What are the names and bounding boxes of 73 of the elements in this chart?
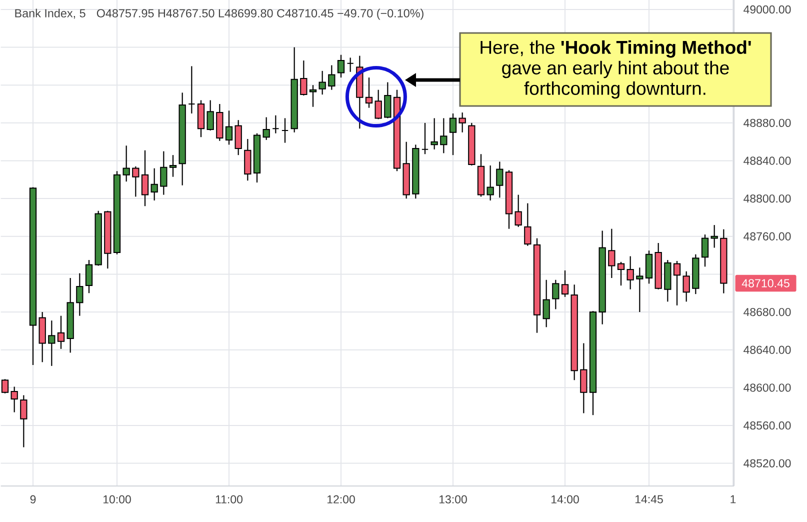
candlestick (188, 66, 196, 114)
text: 48710.45 (742, 279, 790, 288)
candlestick (449, 112, 457, 156)
candlestick (206, 100, 214, 132)
candlestick (337, 54, 345, 78)
candlestick (645, 250, 653, 284)
candlestick (76, 272, 84, 316)
candlestick (626, 256, 634, 290)
candlestick (10, 386, 18, 413)
y-tick-label: 48760.00 (744, 232, 791, 240)
y-tick-label: 48560.00 (744, 421, 791, 430)
y-tick-label: 49000.00 (744, 5, 791, 14)
y-tick-label: 48840.00 (744, 156, 791, 165)
x-tick-label: 11:00 (216, 495, 243, 504)
candlestick (496, 161, 504, 198)
candlestick (552, 279, 560, 310)
candlestick (244, 138, 252, 182)
candlestick (57, 315, 65, 350)
y-tick-label: 48880.00 (744, 118, 791, 127)
x-tick-label: 14:00 (551, 495, 579, 504)
candlestick (384, 82, 392, 119)
candlestick (617, 261, 625, 286)
candlestick (524, 202, 532, 246)
candlestick (682, 270, 690, 302)
candlestick (318, 70, 326, 96)
candlestick (272, 114, 280, 134)
y-tick-label: 48680.00 (744, 308, 791, 316)
candlestick (346, 57, 354, 72)
candlestick (132, 166, 140, 198)
candlestick (608, 228, 616, 279)
y-tick-label: 48640.00 (744, 346, 791, 354)
candlestick (365, 76, 373, 108)
candlestick (673, 260, 681, 306)
candlestick (160, 150, 168, 196)
text: O48757.95 H48767.50 L48699.80 C48710.45 −49.70 (−0.10%) (96, 8, 424, 20)
text: Bank Index, 5 (15, 8, 86, 19)
candlestick (701, 234, 709, 268)
candlestick (300, 60, 308, 96)
candlestick (281, 118, 289, 144)
candlestick (169, 154, 177, 178)
candlestick (262, 116, 270, 140)
candlestick (486, 164, 494, 201)
candlestick (150, 168, 158, 201)
candlestick (234, 120, 242, 156)
candlestick (85, 259, 93, 294)
x-tick-label: 13:00 (439, 495, 467, 504)
candlestick (430, 118, 438, 150)
y-tick-label: 48600.00 (744, 384, 791, 392)
x-tick-label: 10:00 (103, 495, 131, 504)
x-tick-label: 12:00 (327, 495, 355, 504)
candlestick (122, 145, 130, 182)
candlestick (141, 150, 149, 207)
candlestick (20, 394, 28, 448)
candlestick (458, 112, 466, 133)
candlestick (561, 270, 569, 298)
x-tick-label: 9 (30, 495, 36, 504)
candlestick (542, 279, 550, 328)
y-tick-label: 48520.00 (744, 459, 791, 468)
candlestick (421, 122, 429, 155)
annotation: Here, the 'Hook Timing Method' gave an early hint about the forthcoming downturn. (480, 40, 751, 99)
x-tick-label: 14:45 (635, 495, 663, 504)
candlestick (1, 378, 9, 394)
candlestick (225, 110, 233, 146)
candlestick (374, 89, 382, 120)
candlestick (580, 342, 588, 414)
y-tick-label: 48800.00 (744, 194, 791, 203)
candlestick (514, 194, 522, 228)
candlestick (440, 118, 448, 154)
candlestick (636, 267, 644, 313)
x-tick-label: 1 (730, 495, 736, 504)
candlestick (328, 64, 336, 90)
candlestick (48, 320, 56, 366)
candlestick (710, 224, 718, 248)
